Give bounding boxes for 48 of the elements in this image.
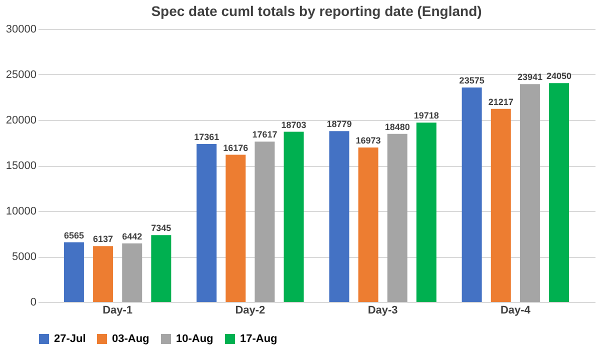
y-tick-label: 20000 <box>6 114 36 126</box>
data-label: 18703 <box>281 120 306 130</box>
data-label: 19718 <box>414 110 439 121</box>
y-tick-label: 5000 <box>12 251 36 263</box>
legend-label: 10-Aug <box>176 333 214 345</box>
bar <box>387 134 408 302</box>
data-label: 21217 <box>488 96 514 107</box>
y-tick-label: 10000 <box>6 206 36 218</box>
bar <box>490 108 511 302</box>
legend-label: 17-Aug <box>240 333 278 345</box>
bar <box>416 122 436 302</box>
data-label: 6137 <box>93 234 114 244</box>
data-label: 18480 <box>384 122 410 132</box>
bar <box>93 246 114 302</box>
bar <box>196 144 217 302</box>
x-tick-label: Day-3 <box>368 304 398 316</box>
data-label: 17617 <box>252 130 278 140</box>
bar <box>329 131 350 302</box>
data-label: 23941 <box>517 72 542 82</box>
bar <box>284 132 304 302</box>
y-tick-label: 30000 <box>6 24 36 36</box>
data-label: 24050 <box>546 71 572 82</box>
legend-label: 27-Jul <box>54 333 86 345</box>
data-label: 6565 <box>64 230 84 240</box>
chart-title: Spec date cuml totals by reporting date (England) <box>151 3 482 19</box>
bar <box>358 148 378 302</box>
bar <box>64 242 84 302</box>
data-label: 18779 <box>326 119 352 130</box>
data-label: 16973 <box>356 136 381 146</box>
data-label: 7345 <box>151 223 172 234</box>
x-tick-label: Day-1 <box>102 304 133 316</box>
x-tick-label: Day-4 <box>500 304 532 316</box>
y-tick-label: 0 <box>30 296 36 308</box>
data-label: 6442 <box>122 231 142 242</box>
bar <box>549 83 570 302</box>
data-label: 23575 <box>459 75 484 86</box>
bar <box>226 154 246 302</box>
y-tick-label: 25000 <box>6 69 36 81</box>
bar <box>254 142 275 302</box>
bar <box>462 87 482 302</box>
y-tick-label: 15000 <box>6 160 36 172</box>
bar <box>151 235 172 302</box>
x-tick-label: Day-2 <box>235 304 266 316</box>
bar <box>520 84 540 302</box>
data-label: 17361 <box>194 132 220 142</box>
data-label: 16176 <box>223 142 248 153</box>
legend-label: 03-Aug <box>112 333 150 345</box>
bar <box>122 243 142 302</box>
